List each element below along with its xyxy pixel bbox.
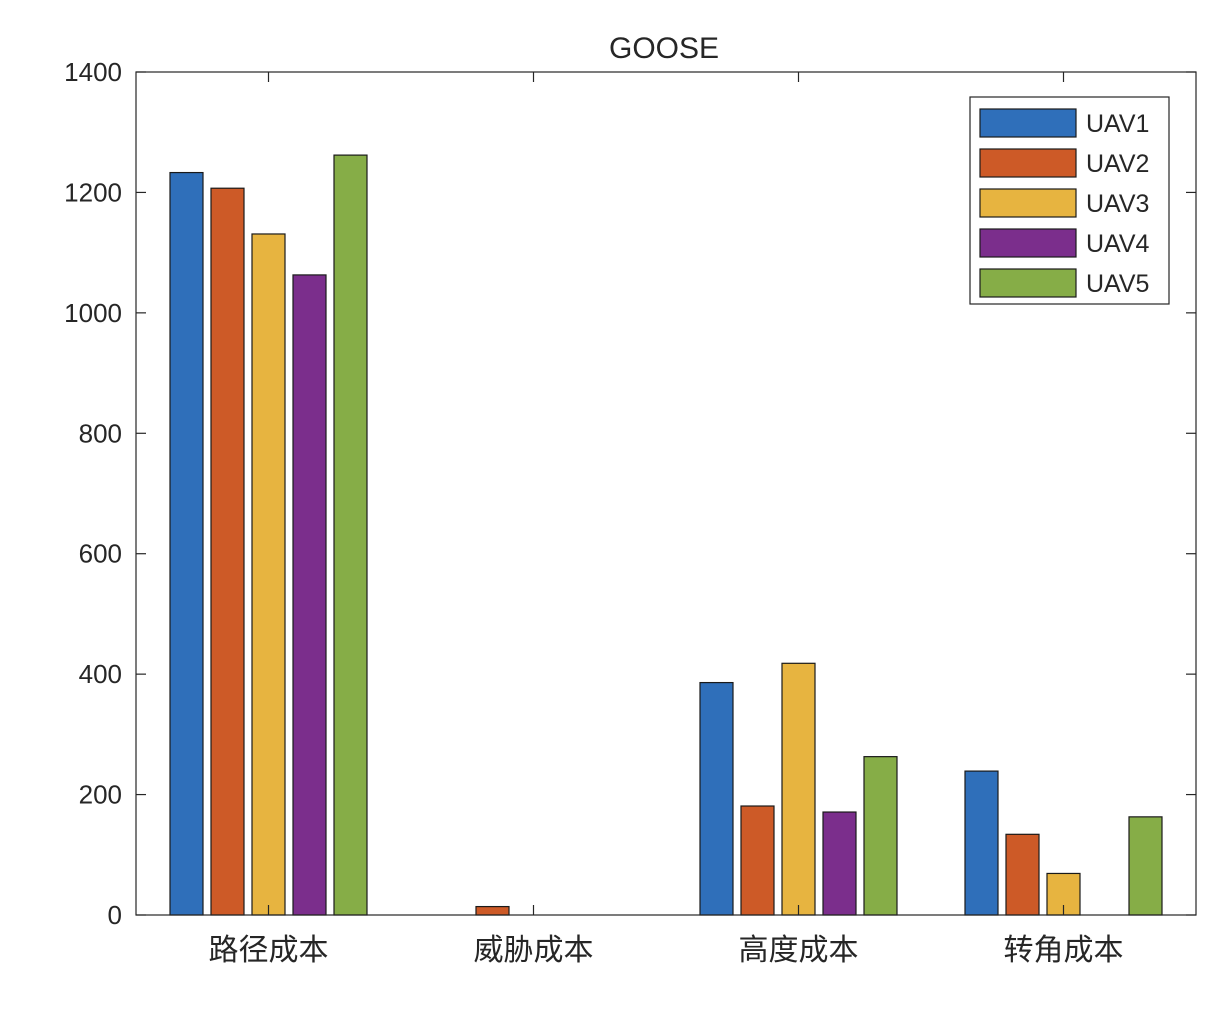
y-tick-label: 400	[79, 659, 122, 689]
y-tick-label: 1200	[64, 177, 122, 207]
legend-swatch-uav4	[979, 228, 1077, 258]
plot-area-frame	[135, 71, 1197, 916]
y-tick-label: 1400	[64, 57, 122, 87]
legend-swatch-uav5	[979, 268, 1077, 298]
bars-layer	[169, 154, 1163, 916]
y-tick-label: 0	[108, 900, 122, 930]
y-tick-label: 600	[79, 539, 122, 569]
legend: UAV1 UAV2 UAV3 UAV4 UAV5	[969, 96, 1170, 305]
bar-uav2-1	[210, 187, 245, 916]
bar-uav5-4	[1128, 816, 1163, 916]
chart-title: GOOSE	[609, 32, 719, 65]
x-category-label: 高度成本	[739, 933, 859, 968]
legend-label-uav3: UAV3	[1086, 190, 1149, 218]
bar-uav4-1	[292, 274, 327, 916]
x-category-label: 威胁成本	[474, 933, 594, 968]
legend-swatch-uav3	[979, 188, 1077, 218]
bar-uav5-1	[333, 154, 368, 916]
y-tick-label: 200	[79, 780, 122, 810]
bar-uav1-1	[169, 171, 204, 916]
legend-label-uav1: UAV1	[1086, 110, 1149, 138]
bar-uav2-4	[1005, 833, 1040, 916]
y-tick-label: 800	[79, 418, 122, 448]
legend-label-uav4: UAV4	[1086, 230, 1150, 258]
x-category-label: 转角成本	[1004, 933, 1124, 968]
bar-uav3-1	[251, 233, 286, 916]
bar-uav1-4	[964, 770, 999, 916]
bar-uav2-3	[740, 805, 775, 916]
axes-layer: 0 200 400 600 800 1000 1200 1400 路径成本 威胁成本 高度成本 转角成…	[64, 57, 1197, 968]
bar-uav1-3	[699, 681, 734, 916]
bar-uav4-3	[822, 811, 857, 916]
y-tick-label: 1000	[64, 298, 122, 328]
legend-label-uav5: UAV5	[1086, 270, 1149, 298]
legend-swatch-uav2	[979, 148, 1077, 178]
bar-uav2-2	[475, 905, 510, 916]
x-category-label: 路径成本	[209, 933, 329, 968]
bar-uav3-3	[781, 662, 816, 916]
legend-swatch-uav1	[979, 108, 1077, 138]
legend-label-uav2: UAV2	[1086, 150, 1149, 178]
bar-uav5-3	[863, 756, 898, 916]
